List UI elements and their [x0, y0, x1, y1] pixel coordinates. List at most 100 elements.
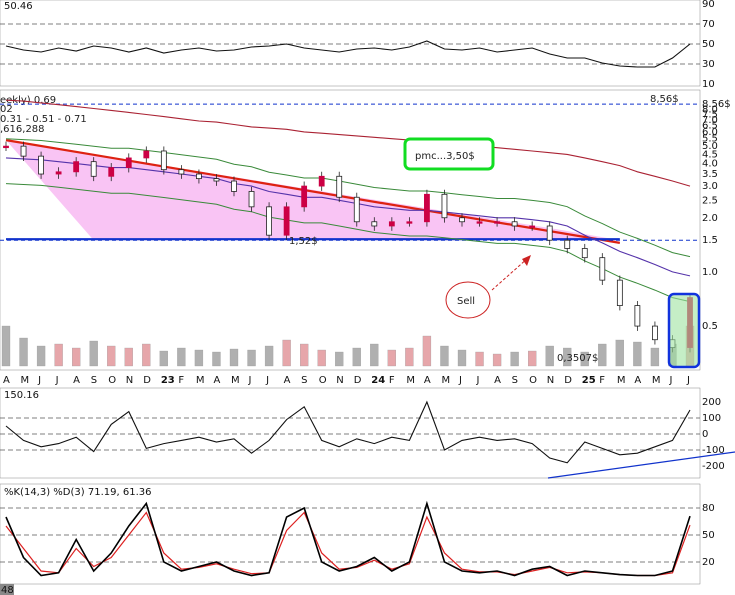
cci-lines [0, 400, 735, 479]
y-tick-label: 0.5 [702, 321, 718, 332]
volume-bar [300, 343, 309, 367]
volume-bar [282, 339, 291, 367]
month-label: J [55, 375, 59, 386]
month-label: 23 [161, 375, 175, 386]
stoch-lines [0, 500, 700, 577]
candle-body [371, 221, 378, 227]
candle-body [388, 221, 395, 227]
candle-body [20, 145, 27, 157]
rsi-lines [0, 23, 700, 68]
candle-body [581, 248, 588, 259]
price-annotations: pmc...3,50$8,56$1,52$Sell0,3507$Soldatin… [289, 94, 701, 400]
y-tick-label: 10 [702, 79, 715, 90]
candle-body [283, 206, 290, 236]
volume-bar [370, 343, 379, 367]
month-label: 25 [582, 375, 596, 386]
month-label: N [126, 375, 133, 386]
bollinger-lower [5, 183, 691, 303]
cci-divergence-line [547, 451, 735, 479]
volume-bar [457, 349, 467, 367]
volume-bar [264, 345, 274, 367]
candle-body [353, 196, 360, 223]
y-tick-label: 100 [702, 413, 721, 424]
price-lines [0, 99, 700, 303]
candle-body [546, 225, 553, 241]
y-tick-label: 50 [702, 530, 715, 541]
y-tick-label: 80 [702, 503, 715, 514]
month-label: J [37, 375, 41, 386]
y-tick-label: 5.0 [702, 141, 718, 152]
month-label: S [512, 375, 518, 386]
y-tick-label: 30 [702, 59, 715, 70]
volume-bar [72, 347, 81, 367]
candle-body [178, 169, 185, 175]
month-label: A [494, 375, 501, 386]
y-tick-label: 20 [702, 557, 715, 568]
month-label: M [406, 375, 415, 386]
month-label: M [21, 375, 30, 386]
month-label: J [458, 375, 462, 386]
volume-bar [580, 351, 589, 367]
candle-body [301, 185, 308, 208]
volume-bar [89, 340, 98, 367]
month-label: J [668, 375, 672, 386]
volume-bar [598, 343, 607, 367]
candle-body [529, 225, 536, 228]
y-tick-label: -200 [702, 461, 725, 472]
candle-body [55, 171, 62, 175]
y-tick-label: 7.0 [702, 115, 718, 126]
y-tick-label: 2.5 [702, 195, 718, 206]
month-label: M [652, 375, 661, 386]
month-label: A [424, 375, 431, 386]
candle-body [90, 161, 97, 177]
volume-bar [54, 343, 63, 367]
pmc-box [403, 137, 495, 171]
panel-rsi: 50.46 90 70 50 30 10 [0, 0, 715, 90]
candle-body [160, 150, 167, 171]
month-label: S [301, 375, 307, 386]
triangle-upper-trendline [5, 139, 621, 244]
candle-body [125, 157, 132, 169]
stoch-y-ticks: 80 50 20 [702, 503, 715, 568]
y-tick-label: 7.5 [702, 109, 718, 120]
y-tick-label: 50 [702, 39, 715, 50]
candle-body [476, 221, 483, 224]
y-tick-label: 5.5 [702, 134, 718, 145]
month-label: O [319, 375, 327, 386]
rsi-header: 50.46 [4, 1, 33, 12]
y-tick-label: 1.5 [702, 235, 718, 246]
price-header-0: eekly) 0.69 [0, 95, 56, 106]
month-label: M [231, 375, 240, 386]
month-label: D [564, 375, 572, 386]
candle-body [599, 257, 606, 281]
volume-bar [335, 351, 344, 367]
candle-body [441, 193, 448, 219]
stoch-header: %K(14,3) %D(3) 71.19, 61.36 [4, 487, 151, 498]
candle-body [213, 178, 220, 182]
candle-body [73, 161, 80, 173]
y-tick-label: 90 [702, 0, 715, 10]
volume-bar [1, 325, 11, 367]
y-tick-label: 3.5 [702, 169, 718, 180]
y-tick-label: 2.0 [702, 213, 718, 224]
month-label: J [248, 375, 252, 386]
y-tick-label: 70 [702, 19, 715, 30]
volume-bar [545, 345, 554, 367]
volume-bar [475, 351, 484, 367]
panel-stochastic: %K(14,3) %D(3) 71.19, 61.36 80 50 20 [0, 483, 715, 585]
month-label: A [213, 375, 220, 386]
month-label: O [108, 375, 116, 386]
y-tick-label: 1.0 [702, 267, 718, 278]
cci-y-ticks: 200 100 0 -100 -200 [702, 397, 725, 472]
month-label: A [3, 375, 10, 386]
month-label: F [178, 375, 184, 386]
volume-bar [317, 349, 326, 367]
volume-bar [615, 339, 624, 367]
rsi-y-ticks: 90 70 50 30 10 [702, 0, 715, 90]
y-tick-label: 0 [702, 429, 708, 440]
volume-bar [247, 349, 256, 367]
y-tick-label: 6.0 [702, 127, 718, 138]
volume-bar [229, 348, 239, 367]
candle-body [266, 206, 272, 236]
month-label: M [196, 375, 205, 386]
